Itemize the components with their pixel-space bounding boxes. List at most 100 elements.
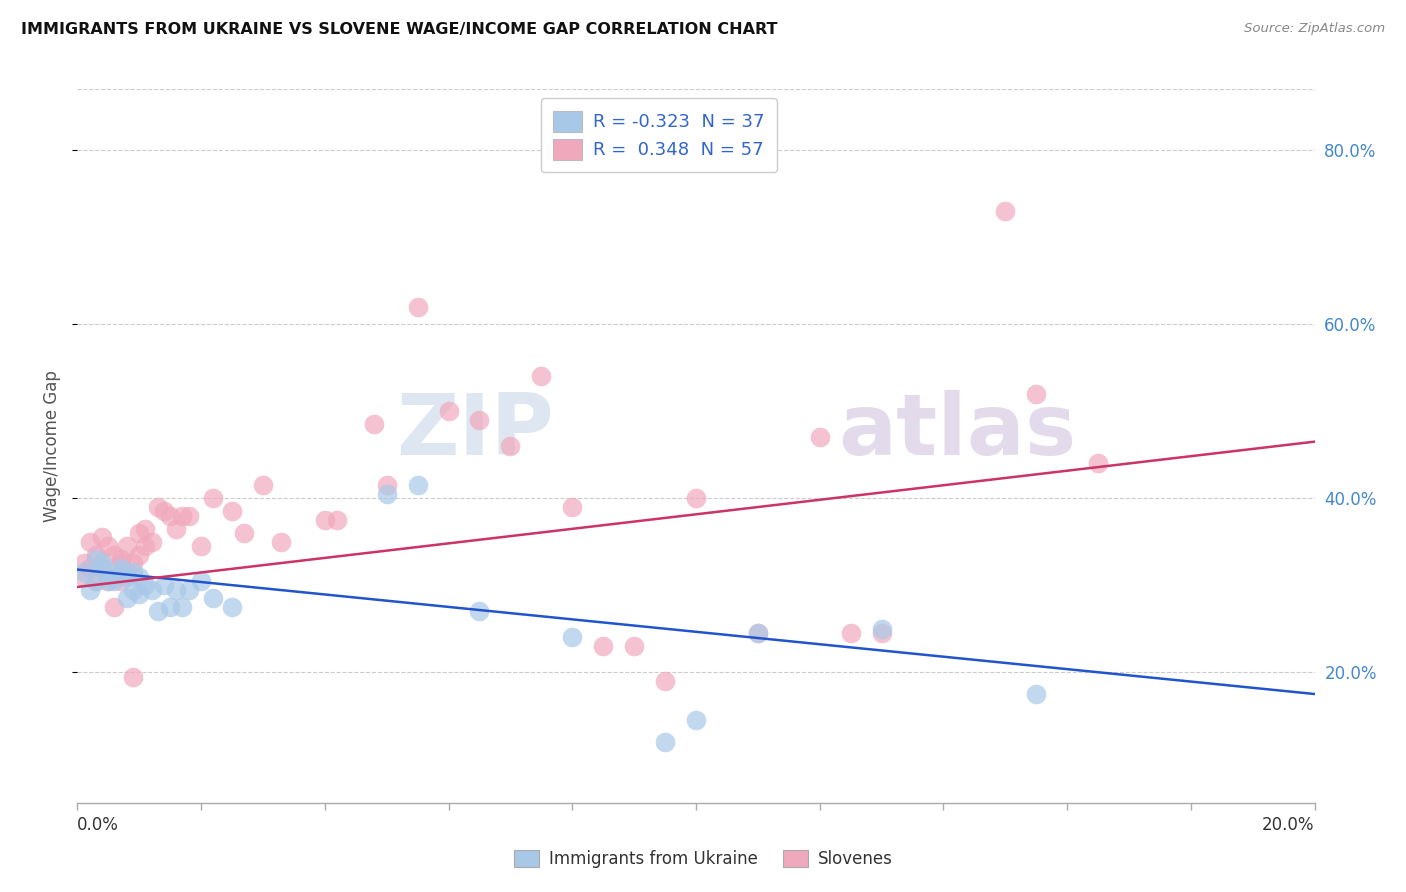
Text: Source: ZipAtlas.com: Source: ZipAtlas.com xyxy=(1244,22,1385,36)
Point xyxy=(103,548,125,562)
Point xyxy=(221,504,243,518)
Point xyxy=(103,569,125,583)
Point xyxy=(190,539,212,553)
Point xyxy=(153,578,176,592)
Text: atlas: atlas xyxy=(838,390,1077,474)
Point xyxy=(233,526,256,541)
Point xyxy=(314,513,336,527)
Point xyxy=(122,670,145,684)
Point xyxy=(97,574,120,588)
Point xyxy=(72,569,94,583)
Point xyxy=(406,478,429,492)
Point xyxy=(153,504,176,518)
Point xyxy=(91,561,114,575)
Text: 20.0%: 20.0% xyxy=(1263,816,1315,834)
Point xyxy=(499,439,522,453)
Point xyxy=(363,417,385,432)
Point xyxy=(530,369,553,384)
Point xyxy=(1025,687,1047,701)
Point xyxy=(110,552,132,566)
Text: ZIP: ZIP xyxy=(396,390,554,474)
Point xyxy=(91,561,114,575)
Point xyxy=(115,569,138,583)
Point xyxy=(97,539,120,553)
Text: IMMIGRANTS FROM UKRAINE VS SLOVENE WAGE/INCOME GAP CORRELATION CHART: IMMIGRANTS FROM UKRAINE VS SLOVENE WAGE/… xyxy=(21,22,778,37)
Point xyxy=(79,561,101,575)
Legend: Immigrants from Ukraine, Slovenes: Immigrants from Ukraine, Slovenes xyxy=(508,843,898,875)
Point xyxy=(561,631,583,645)
Point xyxy=(326,513,349,527)
Point xyxy=(468,413,491,427)
Point xyxy=(808,430,831,444)
Point xyxy=(1087,457,1109,471)
Point xyxy=(623,639,645,653)
Point xyxy=(165,522,187,536)
Point xyxy=(110,574,132,588)
Point xyxy=(72,557,94,571)
Point xyxy=(165,582,187,597)
Point xyxy=(839,626,862,640)
Point xyxy=(84,548,107,562)
Point xyxy=(159,599,181,614)
Y-axis label: Wage/Income Gap: Wage/Income Gap xyxy=(44,370,62,522)
Point xyxy=(79,534,101,549)
Point xyxy=(79,582,101,597)
Point xyxy=(122,582,145,597)
Point xyxy=(221,599,243,614)
Point xyxy=(103,599,125,614)
Point xyxy=(270,534,292,549)
Point xyxy=(172,599,194,614)
Point xyxy=(122,557,145,571)
Point xyxy=(177,582,200,597)
Point xyxy=(110,561,132,575)
Point xyxy=(128,587,150,601)
Point xyxy=(141,534,163,549)
Point xyxy=(134,522,156,536)
Point xyxy=(870,626,893,640)
Point xyxy=(375,478,398,492)
Point xyxy=(685,713,707,727)
Point xyxy=(141,582,163,597)
Point xyxy=(84,574,107,588)
Point xyxy=(190,574,212,588)
Point xyxy=(994,204,1017,219)
Point xyxy=(72,565,94,579)
Point xyxy=(84,552,107,566)
Point xyxy=(115,539,138,553)
Point xyxy=(202,591,225,606)
Point xyxy=(110,557,132,571)
Point xyxy=(134,578,156,592)
Point xyxy=(97,574,120,588)
Point xyxy=(146,500,169,514)
Point xyxy=(252,478,274,492)
Point xyxy=(592,639,614,653)
Point xyxy=(202,491,225,506)
Point xyxy=(561,500,583,514)
Point xyxy=(128,548,150,562)
Legend: R = -0.323  N = 37, R =  0.348  N = 57: R = -0.323 N = 37, R = 0.348 N = 57 xyxy=(540,98,778,172)
Point xyxy=(128,569,150,583)
Point xyxy=(870,622,893,636)
Point xyxy=(747,626,769,640)
Point xyxy=(172,508,194,523)
Point xyxy=(103,574,125,588)
Point xyxy=(177,508,200,523)
Point xyxy=(654,673,676,688)
Point xyxy=(115,591,138,606)
Point xyxy=(134,539,156,553)
Point xyxy=(159,508,181,523)
Point xyxy=(128,526,150,541)
Point xyxy=(654,735,676,749)
Point xyxy=(91,557,114,571)
Point xyxy=(747,626,769,640)
Point xyxy=(115,565,138,579)
Point xyxy=(122,565,145,579)
Point xyxy=(84,574,107,588)
Point xyxy=(468,604,491,618)
Point xyxy=(110,565,132,579)
Point xyxy=(406,300,429,314)
Point xyxy=(91,530,114,544)
Point xyxy=(146,604,169,618)
Point xyxy=(1025,386,1047,401)
Point xyxy=(375,487,398,501)
